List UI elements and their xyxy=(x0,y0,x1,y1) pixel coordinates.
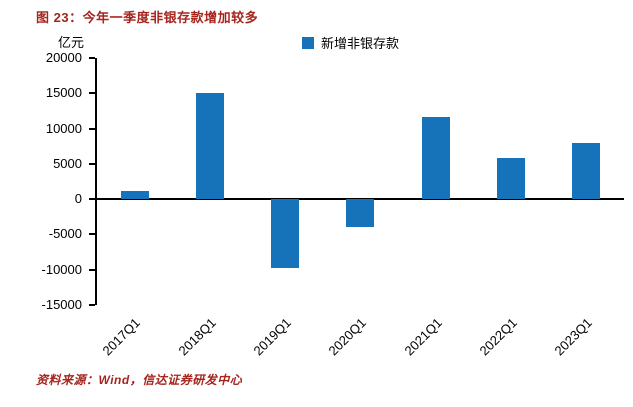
x-axis-tick-label: 2017Q1 xyxy=(99,315,144,359)
y-axis-tick-label: -10000 xyxy=(41,261,82,277)
y-axis-tick-label: -15000 xyxy=(41,297,82,312)
bar-2018Q1 xyxy=(195,93,224,200)
bar-2022Q1 xyxy=(497,158,526,200)
y-axis-tick-label: 5000 xyxy=(53,155,82,171)
y-axis-tick-mark xyxy=(89,304,95,306)
y-axis-tick-mark xyxy=(89,57,95,59)
source-note: 资料来源：Wind，信达证券研发中心 xyxy=(36,373,243,387)
y-axis-tick-label: 10000 xyxy=(45,120,82,136)
y-axis-tick-label: -5000 xyxy=(48,226,82,242)
x-axis-tick-label: 2022Q1 xyxy=(476,315,520,359)
bar-slot xyxy=(398,58,473,305)
bar-slot xyxy=(549,58,624,305)
bar-2019Q1 xyxy=(271,199,300,268)
bar-slot xyxy=(473,58,548,305)
bar-series xyxy=(97,58,624,305)
y-axis-tick-label: 0 xyxy=(74,191,82,207)
x-axis-tick-label: 2021Q1 xyxy=(401,315,445,359)
y-axis-tick-label: 15000 xyxy=(45,85,82,101)
y-axis-tick-mark xyxy=(89,92,95,95)
x-axis-tick-label: 2020Q1 xyxy=(325,315,370,359)
x-axis-labels: 2017Q1 2018Q1 2019Q1 2020Q1 2021Q1 2022Q1 2023… xyxy=(95,309,622,373)
x-axis-tick-label: 2023Q1 xyxy=(551,315,595,359)
bar-slot xyxy=(172,58,247,305)
y-axis-unit-label: 亿元 xyxy=(58,35,85,50)
y-axis-tick-mark xyxy=(89,162,95,165)
x-axis-tick-label: 2018Q1 xyxy=(175,315,219,359)
legend-swatch xyxy=(302,36,314,49)
bar-2021Q1 xyxy=(421,116,450,200)
bar-slot xyxy=(248,58,323,305)
y-axis-tick-label: 20000 xyxy=(45,50,82,65)
plot-area xyxy=(89,57,624,306)
y-axis: 20000 15000 10000 5000 0 -5000 -10000 -15000 xyxy=(0,50,95,312)
legend-label: 新增非银存款 xyxy=(321,36,400,51)
bar-2017Q1 xyxy=(120,190,149,200)
x-axis-tick-label: 2019Q1 xyxy=(250,315,294,359)
bar-2023Q1 xyxy=(572,142,601,200)
legend: 新增非银存款 xyxy=(302,33,399,52)
bar-slot xyxy=(323,58,398,305)
y-axis-tick-mark xyxy=(89,127,95,130)
y-axis-tick-mark xyxy=(89,233,95,236)
figure-title: 图 23：今年一季度非银存款增加较多 xyxy=(36,10,259,25)
y-axis-tick-mark xyxy=(89,268,95,271)
bar-slot xyxy=(97,58,172,305)
bar-2020Q1 xyxy=(346,199,375,228)
y-axis-tick-mark xyxy=(89,198,95,201)
